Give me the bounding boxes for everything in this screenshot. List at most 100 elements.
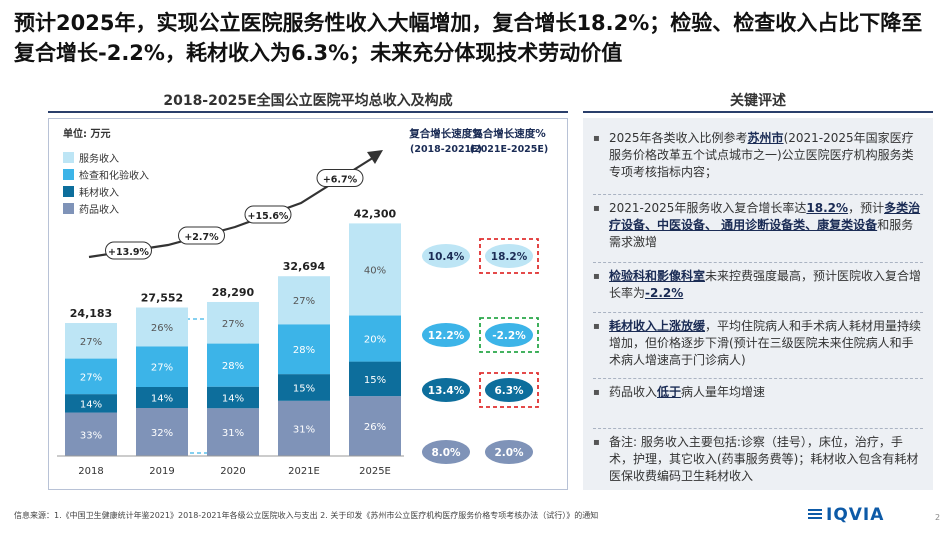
bar-segment — [349, 396, 401, 456]
unit-label: 单位: 万元 — [63, 127, 110, 140]
growth-bubble — [244, 205, 292, 224]
bar-segment — [207, 408, 259, 456]
cagr-pill — [485, 378, 533, 402]
bar-segment — [65, 412, 117, 456]
segment-value-label: 27% — [80, 337, 102, 348]
iqvia-logo: IQVIA — [808, 505, 884, 525]
legend-label: 耗材收入 — [79, 186, 119, 199]
growth-rate-label: +13.9% — [108, 247, 149, 258]
key-comments-panel: 2025年各类收入比例参考苏州市(2021-2025年国家医疗服务价格改革五个试… — [583, 118, 933, 490]
x-tick-label: 2020 — [220, 466, 245, 477]
bar-segment — [136, 386, 188, 408]
legend-label: 服务收入 — [79, 152, 119, 165]
segment-value-label: 14% — [80, 399, 102, 410]
x-tick-label: 2018 — [78, 466, 103, 477]
legend-swatch — [63, 203, 74, 214]
segment-value-label: 26% — [364, 422, 386, 433]
chart-section-title: 2018-2025E全国公立医院平均总收入及构成 — [163, 93, 453, 109]
growth-rate-label: +2.7% — [184, 232, 219, 243]
cagr-highlight-box — [479, 238, 539, 274]
comment-highlight: 耗材收入上涨放缓 — [609, 319, 706, 333]
bar-segment — [278, 276, 330, 325]
bar-total-label: 27,552 — [141, 291, 183, 304]
growth-rate-label: +6.7% — [323, 175, 358, 186]
chart-section-divider — [48, 111, 568, 113]
cagr-pill — [422, 244, 470, 268]
segment-value-label: 27% — [222, 319, 244, 330]
bar-segment — [65, 323, 117, 359]
slide-title: 预计2025年，实现公立医院服务性收入大幅增加，复合增长18.2%；检验、检查收… — [14, 11, 923, 65]
x-tick-label: 2021E — [288, 466, 320, 477]
logo-text: IQVIA — [826, 505, 885, 525]
segment-value-label: 27% — [80, 372, 102, 383]
bar-total-label: 42,300 — [354, 207, 397, 220]
segment-value-label: 33% — [80, 430, 102, 441]
legend-swatch — [63, 152, 74, 163]
bar-segment — [136, 346, 188, 387]
bar-segment — [349, 361, 401, 397]
comment-text: 病人量年均增速 — [681, 385, 766, 399]
page-number: 2 — [935, 513, 941, 522]
legend-swatch — [63, 169, 74, 180]
comment-separator — [593, 312, 923, 313]
comment-item: 耗材收入上涨放缓，平均住院病人和手术病人耗材用量持续增加，但价格逐步下滑(预计在… — [593, 318, 923, 369]
legend-label: 检查和化验收入 — [79, 169, 149, 182]
comment-text: ，平均住院病人和手术病人耗材用量持续增加，但价格逐步下滑(预计在三级医院未来住院… — [609, 319, 922, 367]
bar-segment — [207, 343, 259, 387]
comment-text: 未来控费强度最高，预计医院收入复合增长率为 — [609, 269, 922, 300]
logo-bars-icon — [808, 509, 822, 521]
comments-section-divider — [583, 111, 933, 113]
comment-text: (2021-2025年国家医疗服务价格改革五个试点城市之一)公立医院医疗机构服务… — [609, 131, 914, 179]
comment-text: 2025年各类收入比例参考 — [609, 131, 748, 145]
bar-segment — [65, 358, 117, 395]
segment-value-label: 15% — [364, 375, 386, 386]
comment-highlight: 18.2% — [806, 201, 849, 215]
comment-item: 2021-2025年服务收入复合增长率达18.2%，预计多类治疗设备、中医设备、… — [593, 200, 923, 251]
revenue-chart-panel: 单位: 万元 服务收入 检查和化验收入 耗材收入 药品收入 33% 14% 27% 27% 24,… — [48, 118, 568, 490]
bar-segment — [65, 394, 117, 413]
cagr-pill — [422, 378, 470, 402]
cagr-pill — [485, 323, 533, 347]
bar-segment — [278, 400, 330, 456]
comment-highlight: 检验科和影像科室 — [609, 269, 706, 283]
cagr-value-label: 12.2% — [428, 330, 465, 342]
cagr-header-title: 复合增长速度% — [408, 127, 483, 140]
segment-value-label: 14% — [151, 393, 173, 404]
segment-value-label: 28% — [293, 345, 315, 356]
comment-separator — [593, 428, 923, 429]
growth-rate-label: +15.6% — [248, 211, 289, 222]
segment-value-label: 31% — [222, 428, 244, 439]
comment-item: 检验科和影像科室未来控费强度最高，预计医院收入复合增长率为-2.2% — [593, 268, 923, 302]
segment-value-label: 40% — [364, 265, 386, 276]
cagr-header-period: (2021E-2025E) — [470, 144, 549, 155]
segment-value-label: 15% — [293, 383, 315, 394]
cagr-value-label: -2.2% — [492, 330, 526, 342]
cagr-value-label: 13.4% — [428, 385, 465, 397]
segment-value-label: 31% — [293, 424, 315, 435]
comment-item: 药品收入低于病人量年均增速 — [593, 384, 923, 401]
bar-total-label: 28,290 — [212, 286, 255, 299]
comment-highlight: -2.2% — [645, 286, 684, 300]
legend-label: 药品收入 — [79, 203, 119, 216]
comment-separator — [593, 194, 923, 195]
bar-total-label: 32,694 — [283, 260, 326, 273]
cagr-pill — [422, 323, 470, 347]
bar-segment — [349, 315, 401, 362]
cagr-pill — [422, 440, 470, 464]
comment-highlight: 苏州市 — [747, 131, 784, 145]
segment-value-label: 26% — [151, 323, 173, 334]
comment-text: 和服务需求激增 — [609, 218, 914, 249]
cagr-pill — [485, 440, 533, 464]
cagr-value-label: 18.2% — [491, 251, 528, 263]
bar-segment — [349, 223, 401, 316]
bar-segment — [207, 386, 259, 409]
bar-segment — [136, 407, 188, 456]
cagr-header-title: 复合增长速度% — [471, 127, 546, 140]
legend-swatch — [63, 186, 74, 197]
comment-highlight: 低于 — [657, 385, 682, 399]
comments-section-title: 关键评述 — [730, 93, 786, 109]
bar-segment — [136, 307, 188, 347]
comment-text: 2021-2025年服务收入复合增长率达 — [609, 201, 807, 215]
segment-value-label: 28% — [222, 361, 244, 372]
